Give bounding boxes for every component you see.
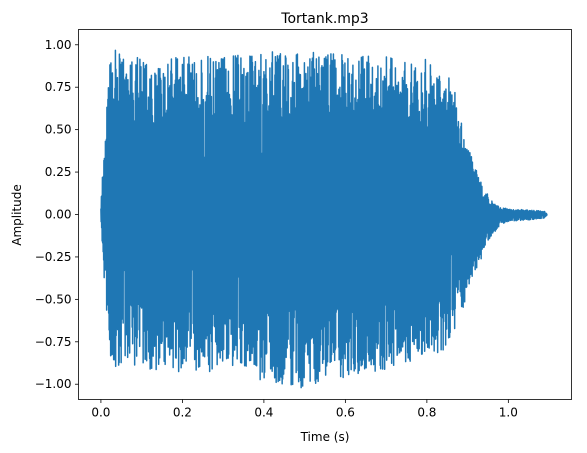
y-tick-label: 0.00	[45, 208, 72, 222]
x-tick-label: 0.6	[336, 406, 355, 420]
y-axis-label: Amplitude	[10, 184, 24, 246]
y-tick-label: 1.00	[45, 38, 72, 52]
x-tick-label: 0.2	[173, 406, 192, 420]
y-tick-label: 0.25	[45, 165, 72, 179]
y-ticks: 1.00 0.75 0.50 0.25 0.00 −0.25 −0.50 −0.75 −1.00	[35, 38, 79, 391]
x-tick-label: 0.4	[254, 406, 273, 420]
x-tick-label: 0.0	[91, 406, 110, 420]
waveform-series-line	[100, 49, 548, 389]
y-tick-label: −1.00	[35, 377, 72, 391]
y-tick-label: 0.50	[45, 123, 72, 137]
chart-title: Tortank.mp3	[280, 11, 368, 27]
y-tick-label: −0.50	[35, 292, 72, 306]
y-tick-label: −0.25	[35, 250, 72, 264]
x-tick-label: 0.8	[417, 406, 436, 420]
x-axis-label: Time (s)	[300, 430, 350, 444]
x-tick-label: 1.0	[499, 406, 518, 420]
series-layer	[100, 49, 548, 389]
x-ticks: 0.0 0.2 0.4 0.6 0.8 1.0	[91, 399, 518, 420]
y-tick-label: 0.75	[45, 80, 72, 94]
y-tick-label: −0.75	[35, 335, 72, 349]
